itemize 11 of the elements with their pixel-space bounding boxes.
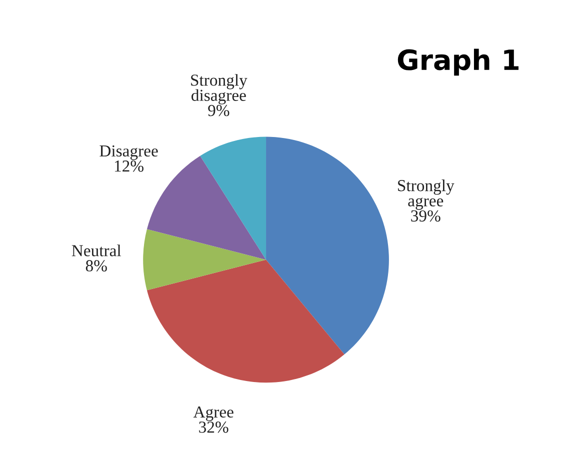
slice-label: Agree — [193, 406, 234, 422]
data-label: 9% — [208, 104, 230, 116]
data-label: 12% — [114, 160, 144, 172]
slice-label: Strongly disagree — [191, 74, 248, 104]
slice-label: Neutral — [72, 244, 122, 256]
slice-label: Disagree — [100, 145, 158, 160]
data-label: 39% — [411, 210, 440, 222]
data-label: 8% — [86, 260, 107, 272]
chart-title: Graph 1 — [398, 48, 518, 76]
data-label: 32% — [199, 422, 228, 433]
slice-label: Strongly agree — [398, 180, 454, 210]
